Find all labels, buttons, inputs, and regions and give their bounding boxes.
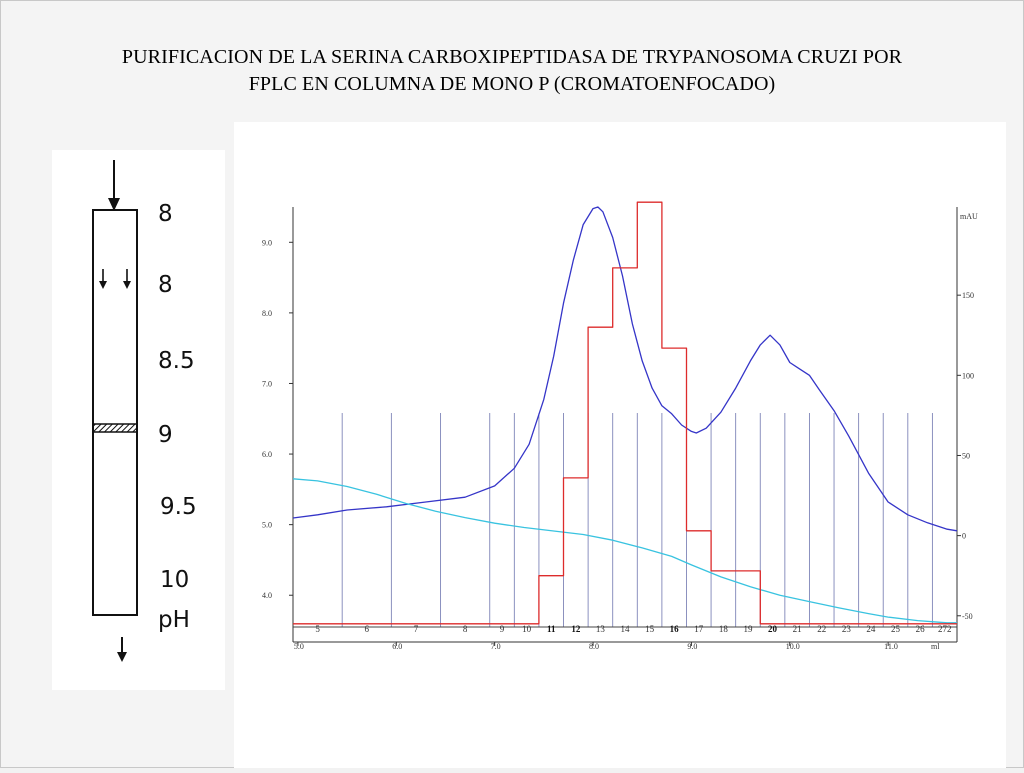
fraction-number-label: 5 [315,624,320,634]
ph-label-1: 8 [158,201,173,227]
chromatogram-chart: 4.0 5.0 6.0 7.0 8.0 9.0 -50 0 50 100 150 mAU 5.0 6.0 7… [262,201,978,651]
fraction-number-label: 21 [793,624,802,634]
ph-label-2: 8 [158,272,173,298]
ph-label-5: 9.5 [160,494,197,520]
right-axis-tick-label: 0 [962,532,966,541]
left-axis-tick-label: 6.0 [262,450,272,459]
left-axis-tick-label: 8.0 [262,309,272,318]
x-axis-tick-label: 10.0 [786,642,800,651]
flow-arrow-right-head [123,281,131,289]
column-body [92,209,138,616]
right-axis-unit-label: mAU [960,212,978,221]
inflow-arrow-head [108,198,120,211]
right-axis-tick-label: 100 [962,371,974,380]
ph-label-4: 9 [158,422,173,448]
fraction-number-label: 14 [621,624,631,634]
x-axis-tick-label: 7.0 [491,642,501,651]
chromatogram-panel: 4.0 5.0 6.0 7.0 8.0 9.0 -50 0 50 100 150 mAU 5.0 6.0 7… [234,122,1006,768]
x-axis-tick-label: 6.0 [392,642,402,651]
fraction-number-label: 26 [916,624,926,634]
fraction-number-label: 16 [670,624,680,634]
absorbance-series [292,206,958,532]
slide-title-line-1: PURIFICACION DE LA SERINA CARBOXIPEPTIDA… [121,46,903,68]
fraction-number-label: 9 [500,624,505,634]
fraction-number-label: 24 [866,624,876,634]
fraction-number-label: 13 [596,624,606,634]
left-axis-tick-label: 7.0 [262,379,272,388]
fraction-number-label: 23 [842,624,852,634]
x-axis-tick-label: 5.0 [294,642,304,651]
x-axis-tick-label: 8.0 [589,642,599,651]
fraction-number-label: 19 [743,624,753,634]
fraction-number-label: 12 [571,624,581,634]
fraction-number-label: 7 [414,624,419,634]
fraction-number-label: 17 [694,624,704,634]
activity-step-series [293,201,957,625]
fraction-number-label: 18 [719,624,729,634]
fraction-number-label: 10 [522,624,532,634]
left-axis-tick-label: 5.0 [262,521,272,530]
fraction-number-label: 25 [891,624,901,634]
right-axis-tick-label: 50 [962,451,970,460]
ph-gradient-series [292,478,957,624]
x-axis-unit-label: ml [931,642,940,651]
fraction-number-label: 8 [463,624,468,634]
right-axis-tick-label: -50 [962,612,973,621]
left-axis-tick-label: 4.0 [262,591,272,600]
slide-title-line-2: FPLC EN COLUMNA DE MONO P (CROMATOENFOCA… [248,73,776,95]
ph-label-6: 10 [160,567,189,593]
fraction-number-label: 22 [817,624,826,634]
fraction-number-label: 15 [645,624,655,634]
protein-band [92,423,138,433]
flow-arrow-left-head [99,281,107,289]
outflow-arrow-head [117,652,127,662]
column-diagram: 8 8 8.5 9 9.5 10 pH [92,160,197,662]
ph-unit-label: pH [158,607,190,633]
fraction-number-label: 11 [547,624,556,634]
ph-label-3: 8.5 [158,348,195,374]
x-axis-tick-label: 9.0 [687,642,697,651]
fraction-number-label: 20 [768,624,778,634]
slide-title: PURIFICACION DE LA SERINA CARBOXIPEPTIDA… [40,44,984,98]
fraction-number-label: 272 [938,624,952,634]
right-axis-tick-label: 150 [962,291,974,300]
left-axis-tick-label: 9.0 [262,238,272,247]
x-axis-tick-label: 11.0 [884,642,898,651]
column-diagram-panel: 8 8 8.5 9 9.5 10 pH [52,150,225,690]
fraction-number-label: 6 [365,624,370,634]
